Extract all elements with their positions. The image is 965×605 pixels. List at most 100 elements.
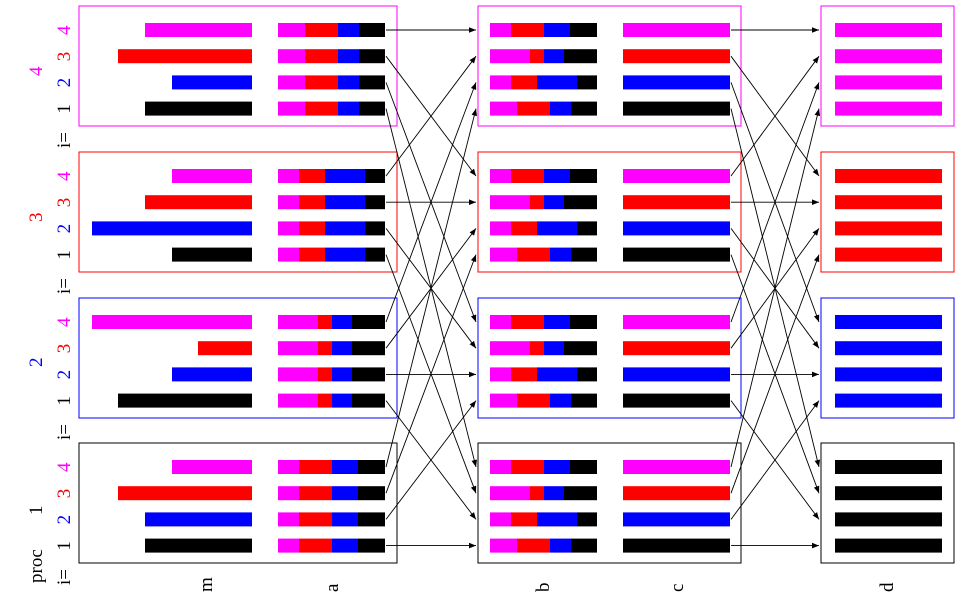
i-value-text: 1 bbox=[54, 250, 75, 260]
b-seg-proc-2-i-1-3 bbox=[550, 393, 571, 408]
i-label-block-2: i= bbox=[54, 424, 75, 440]
a-seg-proc-4-i-3-4 bbox=[359, 49, 385, 64]
i-label-block-1: i= bbox=[54, 569, 75, 585]
b-seg-proc-2-i-2-4 bbox=[577, 367, 597, 382]
b-seg-proc-3-i-1-2 bbox=[517, 247, 550, 262]
b-seg-proc-4-i-3-1 bbox=[490, 49, 530, 64]
b-seg-proc-2-i-2-2 bbox=[511, 367, 537, 382]
b-seg-proc-1-i-4-4 bbox=[570, 460, 597, 474]
a-seg-proc-2-i-3-4 bbox=[352, 341, 385, 356]
m-bar-proc-4-i-1 bbox=[145, 101, 252, 116]
b-seg-proc-3-i-4-2 bbox=[511, 169, 544, 183]
arrow-a-to-b-4-1 bbox=[385, 108, 478, 468]
frame-left-proc-3 bbox=[78, 151, 398, 273]
b-seg-proc-3-i-2-1 bbox=[490, 221, 511, 236]
d-bar-proc-4-i-4 bbox=[835, 23, 942, 37]
b-seg-proc-3-i-1-4 bbox=[571, 247, 597, 262]
b-seg-proc-1-i-1-4 bbox=[571, 538, 597, 553]
a-seg-proc-1-i-3-4 bbox=[358, 486, 385, 501]
b-seg-proc-4-i-1-4 bbox=[571, 101, 597, 116]
a-seg-proc-1-i-4-1 bbox=[278, 460, 299, 474]
a-seg-proc-2-i-3-1 bbox=[278, 341, 318, 356]
a-seg-proc-3-i-4-4 bbox=[365, 169, 385, 183]
d-bar-proc-1-i-3 bbox=[835, 486, 942, 501]
arrow-c-to-d-4-2 bbox=[730, 82, 820, 323]
column-label-c: c bbox=[667, 584, 688, 592]
a-seg-proc-3-i-4-1 bbox=[278, 169, 299, 183]
b-seg-proc-1-i-1-1 bbox=[490, 538, 517, 553]
i-value-2-3: 3 bbox=[54, 344, 75, 354]
i-value-4-1: 1 bbox=[54, 104, 75, 114]
b-seg-proc-4-i-4-3 bbox=[544, 23, 570, 37]
c-bar-proc-3-i-4 bbox=[623, 169, 730, 183]
b-seg-proc-4-i-4-4 bbox=[570, 23, 597, 37]
m-bar-proc-4-i-2 bbox=[172, 75, 252, 90]
m-bar-proc-2-i-4 bbox=[92, 315, 252, 329]
b-seg-proc-2-i-4-1 bbox=[490, 315, 511, 329]
d-bar-proc-1-i-2 bbox=[835, 512, 942, 527]
i-value-1-2: 2 bbox=[54, 515, 75, 525]
a-seg-proc-4-i-3-1 bbox=[278, 49, 305, 64]
a-seg-proc-2-i-1-1 bbox=[278, 393, 318, 408]
a-seg-proc-1-i-1-2 bbox=[299, 538, 332, 553]
m-bar-proc-3-i-4 bbox=[172, 169, 252, 183]
i-value-1-3: 3 bbox=[54, 489, 75, 499]
a-seg-proc-3-i-2-1 bbox=[278, 221, 299, 236]
a-seg-proc-3-i-3-1 bbox=[278, 195, 299, 210]
a-seg-proc-4-i-1-4 bbox=[359, 101, 385, 116]
b-seg-proc-4-i-1-2 bbox=[517, 101, 550, 116]
b-seg-proc-4-i-3-2 bbox=[530, 49, 544, 64]
arrow-c-to-d-2-1 bbox=[730, 400, 820, 520]
b-seg-proc-1-i-2-2 bbox=[511, 512, 537, 527]
i-value-4-3: 3 bbox=[54, 52, 75, 62]
a-seg-proc-4-i-1-1 bbox=[278, 101, 305, 116]
proc-label: proc bbox=[26, 549, 47, 583]
frame-mid-proc-3 bbox=[477, 151, 742, 273]
arrow-a-to-b-3-1 bbox=[385, 254, 477, 494]
process-number-4: 4 bbox=[26, 66, 47, 76]
a-seg-proc-4-i-4-2 bbox=[305, 23, 338, 37]
m-bar-proc-3-i-2 bbox=[92, 221, 252, 236]
frame-right-proc-3 bbox=[820, 151, 955, 273]
column-label-text-m: m bbox=[196, 577, 217, 592]
i-equals-label: i= bbox=[54, 424, 75, 440]
d-bar-proc-4-i-1 bbox=[835, 101, 942, 116]
i-value-3-4: 4 bbox=[54, 171, 75, 181]
m-bar-proc-4-i-3 bbox=[118, 49, 252, 64]
a-seg-proc-2-i-2-1 bbox=[278, 367, 318, 382]
b-seg-proc-2-i-3-2 bbox=[530, 341, 544, 356]
a-seg-proc-4-i-1-3 bbox=[338, 101, 359, 116]
b-seg-proc-1-i-4-2 bbox=[511, 460, 544, 474]
process-number-2: 2 bbox=[26, 358, 47, 368]
a-seg-proc-2-i-2-2 bbox=[318, 367, 332, 382]
m-bar-proc-2-i-3 bbox=[198, 341, 252, 356]
b-seg-proc-1-i-2-3 bbox=[537, 512, 577, 527]
a-seg-proc-3-i-1-3 bbox=[325, 247, 365, 262]
b-seg-proc-1-i-2-1 bbox=[490, 512, 511, 527]
b-seg-proc-3-i-3-4 bbox=[564, 195, 597, 210]
d-bar-proc-4-i-2 bbox=[835, 75, 942, 90]
frame-mid-proc-2 bbox=[477, 297, 742, 419]
frame-left-proc-1 bbox=[78, 442, 398, 564]
b-seg-proc-2-i-1-2 bbox=[517, 393, 550, 408]
d-bar-proc-2-i-3 bbox=[835, 341, 942, 356]
column-label-b: b bbox=[533, 583, 554, 593]
d-bar-proc-3-i-4 bbox=[835, 169, 942, 183]
process-label-1: 1 bbox=[26, 506, 47, 516]
b-seg-proc-2-i-4-3 bbox=[544, 315, 570, 329]
arrow-c-to-d-4-3 bbox=[730, 55, 820, 177]
d-bar-proc-3-i-2 bbox=[835, 221, 942, 236]
i-value-text: 4 bbox=[54, 317, 75, 327]
proc-label-group: proc bbox=[26, 549, 47, 583]
m-bar-proc-4-i-4 bbox=[145, 23, 252, 37]
b-seg-proc-4-i-1-3 bbox=[550, 101, 571, 116]
a-seg-proc-1-i-2-1 bbox=[278, 512, 299, 527]
b-seg-proc-3-i-4-3 bbox=[544, 169, 570, 183]
d-bar-proc-4-i-3 bbox=[835, 49, 942, 64]
b-seg-proc-3-i-1-3 bbox=[550, 247, 571, 262]
c-bar-proc-2-i-2 bbox=[623, 367, 730, 382]
column-label-a: a bbox=[322, 583, 343, 592]
a-seg-proc-3-i-1-2 bbox=[299, 247, 325, 262]
m-bar-proc-1-i-3 bbox=[118, 486, 252, 501]
column-label-text-c: c bbox=[667, 584, 688, 592]
